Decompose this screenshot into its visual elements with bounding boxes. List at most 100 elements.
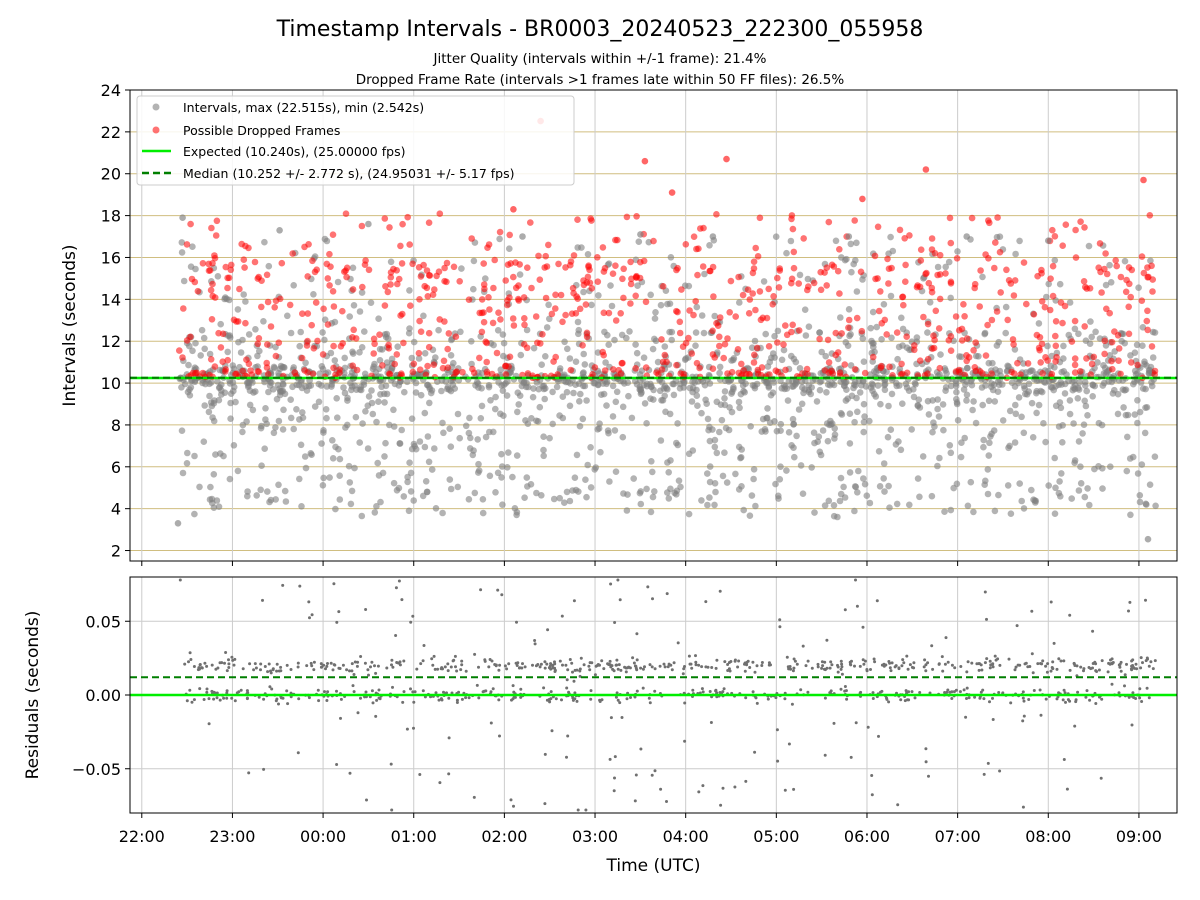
dropped-frame-point <box>925 279 933 287</box>
residual-point <box>760 661 764 664</box>
residual-point <box>820 660 824 664</box>
interval-point <box>504 464 511 471</box>
residual-point <box>719 803 723 807</box>
residual-point <box>587 664 591 668</box>
interval-point <box>1005 444 1012 452</box>
interval-point <box>778 356 786 364</box>
residual-point <box>1094 669 1098 673</box>
dropped-frame-point <box>841 361 849 368</box>
residual-point <box>792 787 796 791</box>
dropped-frame-point <box>619 275 626 283</box>
interval-point <box>620 490 627 497</box>
dropped-frame-point <box>700 224 707 232</box>
dropped-frame-point <box>769 301 776 308</box>
residual-point <box>1151 667 1155 671</box>
dropped-frame-point <box>869 353 877 361</box>
dropped-frame-point <box>417 328 425 336</box>
interval-point <box>827 417 834 425</box>
dropped-frame-point <box>1057 299 1065 306</box>
residual-point <box>634 773 638 777</box>
residual-point <box>1051 660 1055 664</box>
residual-point <box>390 663 393 667</box>
dropped-frame-point <box>524 264 531 272</box>
interval-point <box>799 490 807 498</box>
residual-point <box>946 660 950 664</box>
residual-point <box>431 663 435 667</box>
interval-point <box>805 388 813 396</box>
residual-point <box>1064 700 1067 704</box>
interval-point <box>509 473 516 481</box>
interval-point <box>1136 492 1144 499</box>
interval-point <box>423 488 431 496</box>
residual-point <box>275 662 279 666</box>
residual-point <box>545 662 549 666</box>
interval-point <box>550 495 558 503</box>
y-tick-label: 12 <box>101 332 121 351</box>
dropped-frame-point <box>1052 358 1059 365</box>
dropped-frame-point <box>1071 355 1079 362</box>
dropped-frame-point <box>838 330 845 337</box>
residual-point <box>615 691 619 695</box>
dropped-frame-point <box>326 282 333 289</box>
residual-point <box>277 702 280 706</box>
interval-point <box>816 386 824 394</box>
interval-point <box>967 478 975 486</box>
dropped-frame-point <box>444 364 452 372</box>
interval-point <box>819 427 827 434</box>
residual-point <box>865 669 869 673</box>
residual-point <box>1094 702 1098 705</box>
interval-point <box>860 418 868 426</box>
interval-point <box>468 360 475 368</box>
interval-point <box>334 278 342 286</box>
interval-point <box>1075 330 1082 338</box>
residual-point <box>473 652 477 656</box>
interval-point <box>474 436 482 443</box>
dropped-frame-point <box>1049 226 1056 234</box>
residual-point <box>477 696 481 700</box>
interval-point <box>903 384 911 391</box>
dropped-frame-point <box>1041 303 1049 311</box>
interval-point <box>475 460 482 468</box>
residual-point <box>778 625 782 629</box>
residual-point <box>1016 663 1020 667</box>
interval-point <box>866 417 873 425</box>
interval-point <box>772 480 779 488</box>
interval-point <box>530 385 537 392</box>
dropped-frame-point <box>263 271 271 279</box>
dropped-frame-point <box>213 217 221 225</box>
interval-point <box>1149 354 1157 361</box>
residual-point <box>253 662 257 666</box>
residual-point <box>377 688 381 692</box>
interval-point <box>996 233 1004 240</box>
residual-point <box>364 690 368 694</box>
residual-point <box>965 697 968 700</box>
residual-point <box>337 610 341 614</box>
residual-point <box>391 665 395 669</box>
interval-point <box>424 381 432 389</box>
dropped-frame-point <box>397 242 404 250</box>
residual-point <box>227 662 231 666</box>
interval-point <box>598 391 605 399</box>
residual-point <box>409 620 413 624</box>
dropped-frame-point <box>1017 371 1024 378</box>
interval-point <box>364 445 372 452</box>
dropped-frame-point <box>393 351 401 358</box>
interval-point <box>603 402 610 409</box>
residual-point <box>918 691 922 694</box>
interval-point <box>945 258 953 266</box>
interval-point <box>1145 370 1153 377</box>
interval-point <box>1142 500 1150 508</box>
interval-point <box>349 348 356 356</box>
dropped-frame-point <box>885 280 892 287</box>
residual-point <box>988 700 991 704</box>
interval-point <box>874 382 882 389</box>
interval-point <box>698 409 705 417</box>
dropped-frame-point <box>299 310 306 318</box>
interval-point <box>1130 380 1137 388</box>
interval-point <box>711 480 719 487</box>
residual-point <box>639 666 643 670</box>
dropped-frame-point <box>804 370 811 378</box>
interval-point <box>178 427 186 435</box>
interval-point <box>596 420 603 428</box>
dropped-frame-point <box>387 274 395 281</box>
